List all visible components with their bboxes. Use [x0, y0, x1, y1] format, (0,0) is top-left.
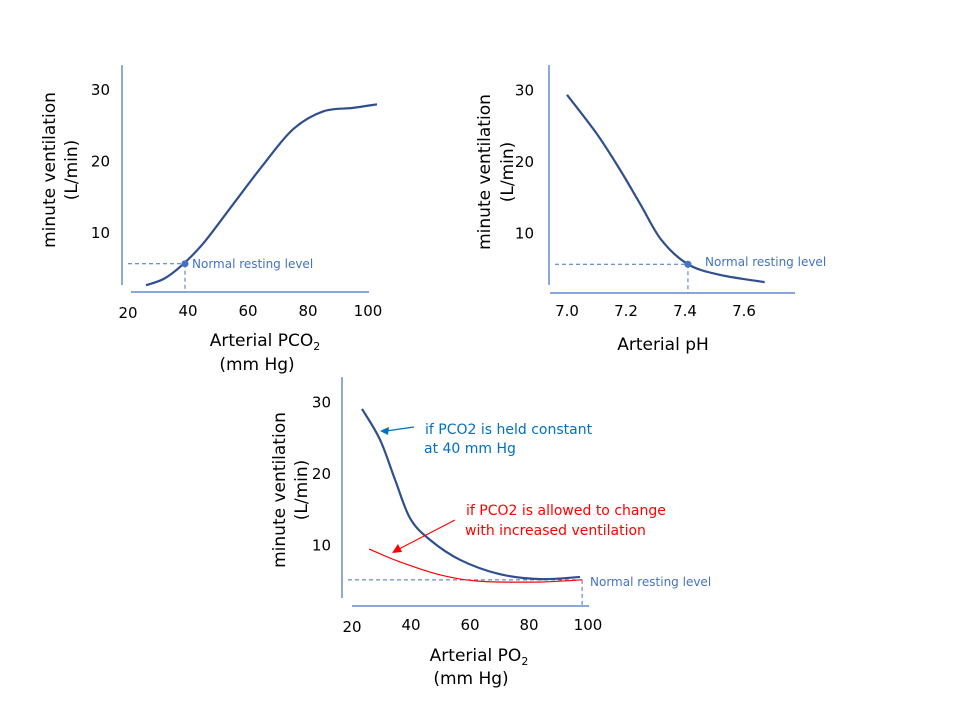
- y-tick-label: 30: [91, 81, 110, 99]
- chart-1: 20 40 60 80 100 10 20 30 minute ventilation (L/mi…: [40, 65, 382, 375]
- chart-3: 20 40 60 80 100 10 20 30 minute ventilation (L/mi…: [270, 377, 711, 689]
- x-tick-label: 60: [238, 302, 257, 320]
- x-tick-label: 20: [342, 618, 361, 636]
- x-tick-label: 40: [401, 616, 420, 634]
- y-axis-label: minute ventilation: [475, 94, 495, 250]
- x-tick-label: 7.6: [732, 302, 756, 320]
- x-tick-label: 80: [519, 616, 538, 634]
- x-axis-label: Arterial PCO2: [210, 331, 321, 353]
- series-line-1: [566, 94, 765, 284]
- y-tick-label: 10: [312, 537, 331, 555]
- series-2-arrowhead: [392, 544, 402, 553]
- series-1-arrowhead: [380, 427, 389, 435]
- x-axis-label: Arterial PO2: [430, 646, 529, 668]
- x-tick-label: 20: [118, 304, 137, 322]
- x-tick-label: 100: [574, 616, 603, 634]
- x-tick-label: 60: [460, 616, 479, 634]
- y-axis-label: minute ventilation: [270, 412, 290, 568]
- normal-level-label: Normal resting level: [705, 255, 826, 269]
- series-2-label: if PCO2 is allowed to change: [466, 503, 666, 519]
- y-axis-unit: (L/min): [292, 460, 312, 521]
- series-2-arrow: [398, 519, 456, 550]
- y-tick-label: 20: [91, 153, 110, 171]
- series-line-2: [368, 548, 583, 583]
- x-axis-unit: (mm Hg): [219, 355, 294, 375]
- y-axis-unit: (L/min): [62, 140, 82, 201]
- x-tick-label: 7.2: [614, 302, 638, 320]
- y-tick-label: 30: [515, 82, 534, 100]
- chart-2: 7.0 7.2 7.4 7.6 10 20 30 minute ventilation (L/m…: [475, 65, 826, 355]
- x-tick-label: 40: [178, 302, 197, 320]
- x-tick-label: 7.4: [673, 302, 697, 320]
- normal-point-marker: [684, 260, 692, 268]
- y-tick-label: 20: [515, 153, 534, 171]
- series-1-label: if PCO2 is held constant: [425, 422, 593, 438]
- x-tick-label: 80: [298, 302, 317, 320]
- y-tick-label: 10: [515, 225, 534, 243]
- normal-level-label: Normal resting level: [590, 575, 711, 589]
- x-axis-label: Arterial pH: [617, 335, 709, 355]
- x-tick-label: 100: [354, 302, 383, 320]
- y-tick-label: 20: [312, 465, 331, 483]
- y-axis-unit: (L/min): [498, 142, 518, 203]
- series-line-1: [145, 103, 378, 287]
- y-tick-label: 10: [91, 224, 110, 242]
- series-1-label-line2: at 40 mm Hg: [424, 441, 516, 457]
- x-axis-unit: (mm Hg): [433, 669, 508, 689]
- y-axis-label: minute ventilation: [40, 92, 60, 248]
- normal-level-label: Normal resting level: [192, 257, 313, 271]
- normal-point-marker: [181, 260, 189, 268]
- series-2-label-line2: with increased ventilation: [465, 523, 646, 539]
- x-tick-label: 7.0: [555, 302, 579, 320]
- series-1-arrow: [385, 426, 415, 432]
- y-tick-label: 30: [312, 394, 331, 412]
- series-line-1: [361, 408, 581, 581]
